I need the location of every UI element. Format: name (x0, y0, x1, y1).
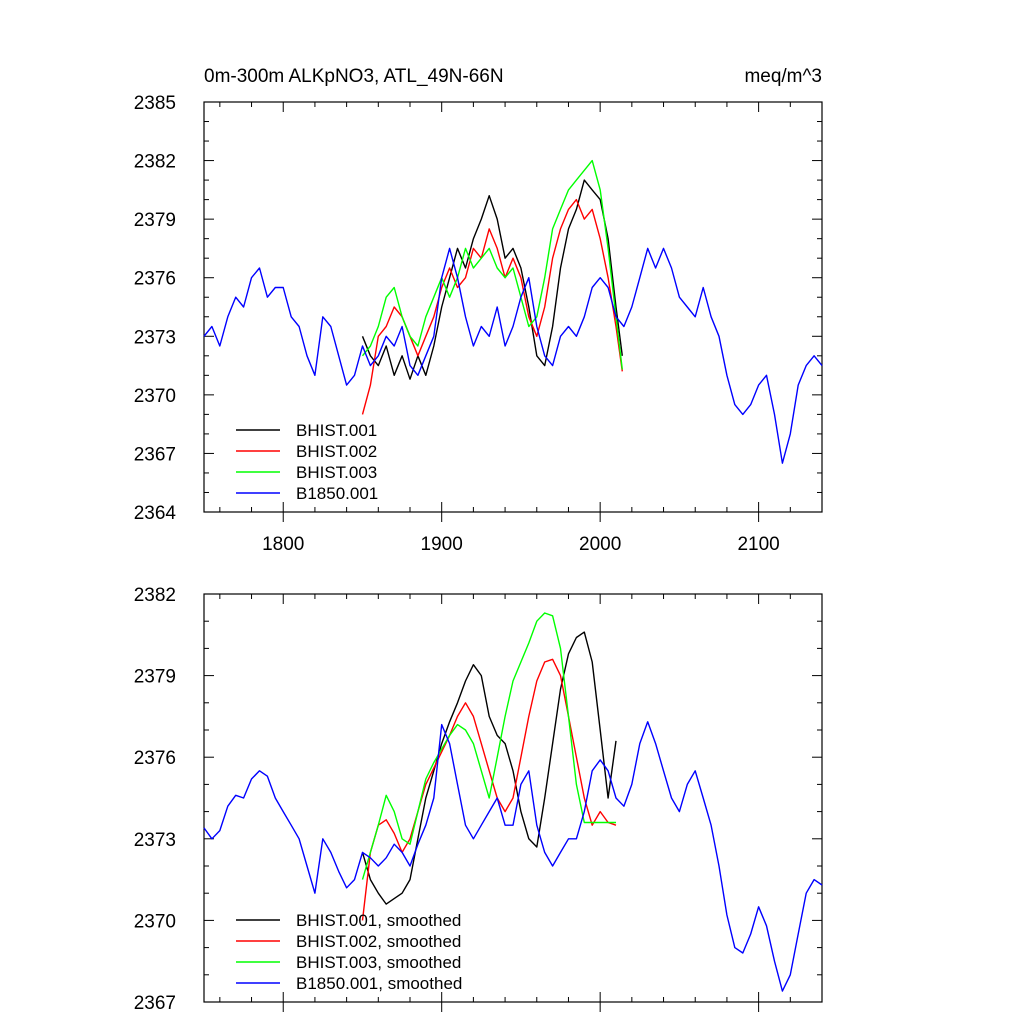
y-tick-label: 2370 (134, 386, 176, 407)
series-line-bhist-002-smoothed (361, 658, 617, 921)
legend-label: BHIST.001 (296, 421, 377, 440)
plot-frame (203, 593, 823, 1003)
y-tick-label: 2367 (134, 993, 176, 1014)
x-tick-label: 1900 (421, 534, 463, 555)
y-tick-label: 2379 (134, 667, 176, 688)
y-tick-label: 2373 (134, 830, 176, 851)
chart-units: meq/m^3 (744, 66, 822, 87)
y-tick-label: 2364 (134, 503, 177, 524)
y-tick-label: 2379 (134, 210, 176, 231)
legend-label: B1850.001, smoothed (296, 974, 462, 993)
series-line-bhist-001 (361, 179, 623, 380)
y-tick-label: 2376 (134, 748, 176, 769)
x-tick-label: 2000 (579, 534, 621, 555)
bottom-panel: 2367 2370 2373 2376 2379 2382 BHIST.001, smoot… (134, 585, 823, 1014)
legend-label: BHIST.002, smoothed (296, 932, 461, 951)
legend-label: BHIST.002 (296, 442, 377, 461)
legend-label: B1850.001 (296, 484, 378, 503)
x-tick-label: 2100 (737, 534, 779, 555)
series-line-b1850-001-smoothed (203, 721, 823, 992)
series-line-bhist-002 (361, 198, 623, 415)
series-line-bhist-003 (361, 159, 623, 370)
x-tick-label: 1800 (262, 534, 304, 555)
chart-title: 0m-300m ALKpNO3, ATL_49N-66N (204, 66, 504, 87)
plot-frame (203, 101, 823, 513)
y-tick-label: 2370 (134, 911, 176, 932)
top-panel: 2364 2367 2370 2373 2376 2379 2382 2385 1800 1900… (134, 93, 823, 555)
y-tick-label: 2367 (134, 444, 176, 465)
legend-label: BHIST.003 (296, 463, 377, 482)
legend-label: BHIST.001, smoothed (296, 911, 461, 930)
legend-label: BHIST.003, smoothed (296, 953, 461, 972)
series-line-bhist-003-smoothed (361, 612, 616, 880)
y-tick-label: 2385 (134, 93, 176, 114)
series-line-bhist-001-smoothed (361, 631, 617, 905)
y-tick-label: 2382 (134, 585, 176, 606)
y-tick-label: 2376 (134, 269, 176, 290)
y-tick-label: 2382 (134, 152, 176, 173)
y-tick-label: 2373 (134, 327, 176, 348)
series-line-b1850-001 (203, 247, 823, 464)
